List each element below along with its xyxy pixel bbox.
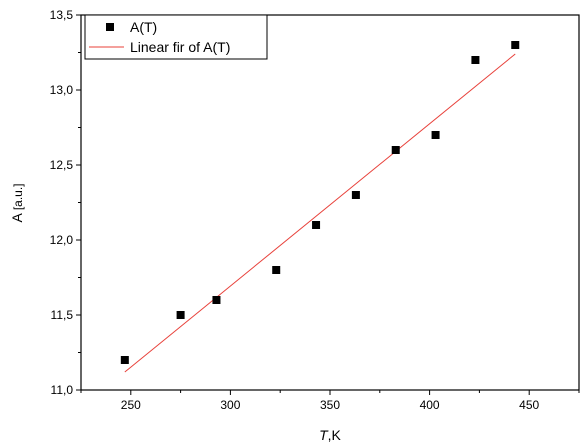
y-tick-label: 13,0	[50, 83, 74, 97]
x-tick-label: 300	[220, 398, 240, 412]
legend-marker-square	[106, 23, 114, 31]
y-tick-label: 12,5	[50, 158, 74, 172]
data-point	[120, 356, 129, 364]
fit-layer	[124, 53, 516, 373]
points-layer	[120, 41, 520, 364]
fit-line	[124, 53, 516, 373]
data-point	[312, 221, 321, 229]
y-tick-label: 11,0	[51, 383, 74, 397]
x-tick-label: 450	[519, 398, 539, 412]
x-tick-label: 250	[121, 398, 141, 412]
data-point	[176, 311, 185, 319]
data-point	[511, 41, 520, 49]
data-point	[471, 56, 480, 64]
data-point	[212, 296, 221, 304]
x-tick-label: 350	[320, 398, 340, 412]
ticks: 250 300 350 400 450 11,0 11,5 12,0 12,5 13,0 13,5	[50, 8, 580, 412]
y-tick-label: 13,5	[50, 8, 74, 22]
y-axis-label: A[a.u.]	[9, 183, 25, 222]
legend: A(T) Linear fir of A(T)	[84, 14, 268, 60]
data-point	[391, 146, 400, 154]
legend-label-series-1: A(T)	[130, 19, 157, 35]
plot-frame	[80, 14, 580, 391]
legend-box	[84, 14, 268, 60]
x-tick-label: 400	[420, 398, 440, 412]
legend-label-series-2: Linear fir of A(T)	[130, 39, 230, 55]
y-tick-label: 11,5	[51, 308, 74, 322]
data-point	[431, 131, 440, 139]
data-point	[351, 191, 360, 199]
x-axis-label: T,K	[319, 427, 341, 443]
data-point	[272, 266, 281, 274]
y-tick-label: 12,0	[50, 233, 74, 247]
